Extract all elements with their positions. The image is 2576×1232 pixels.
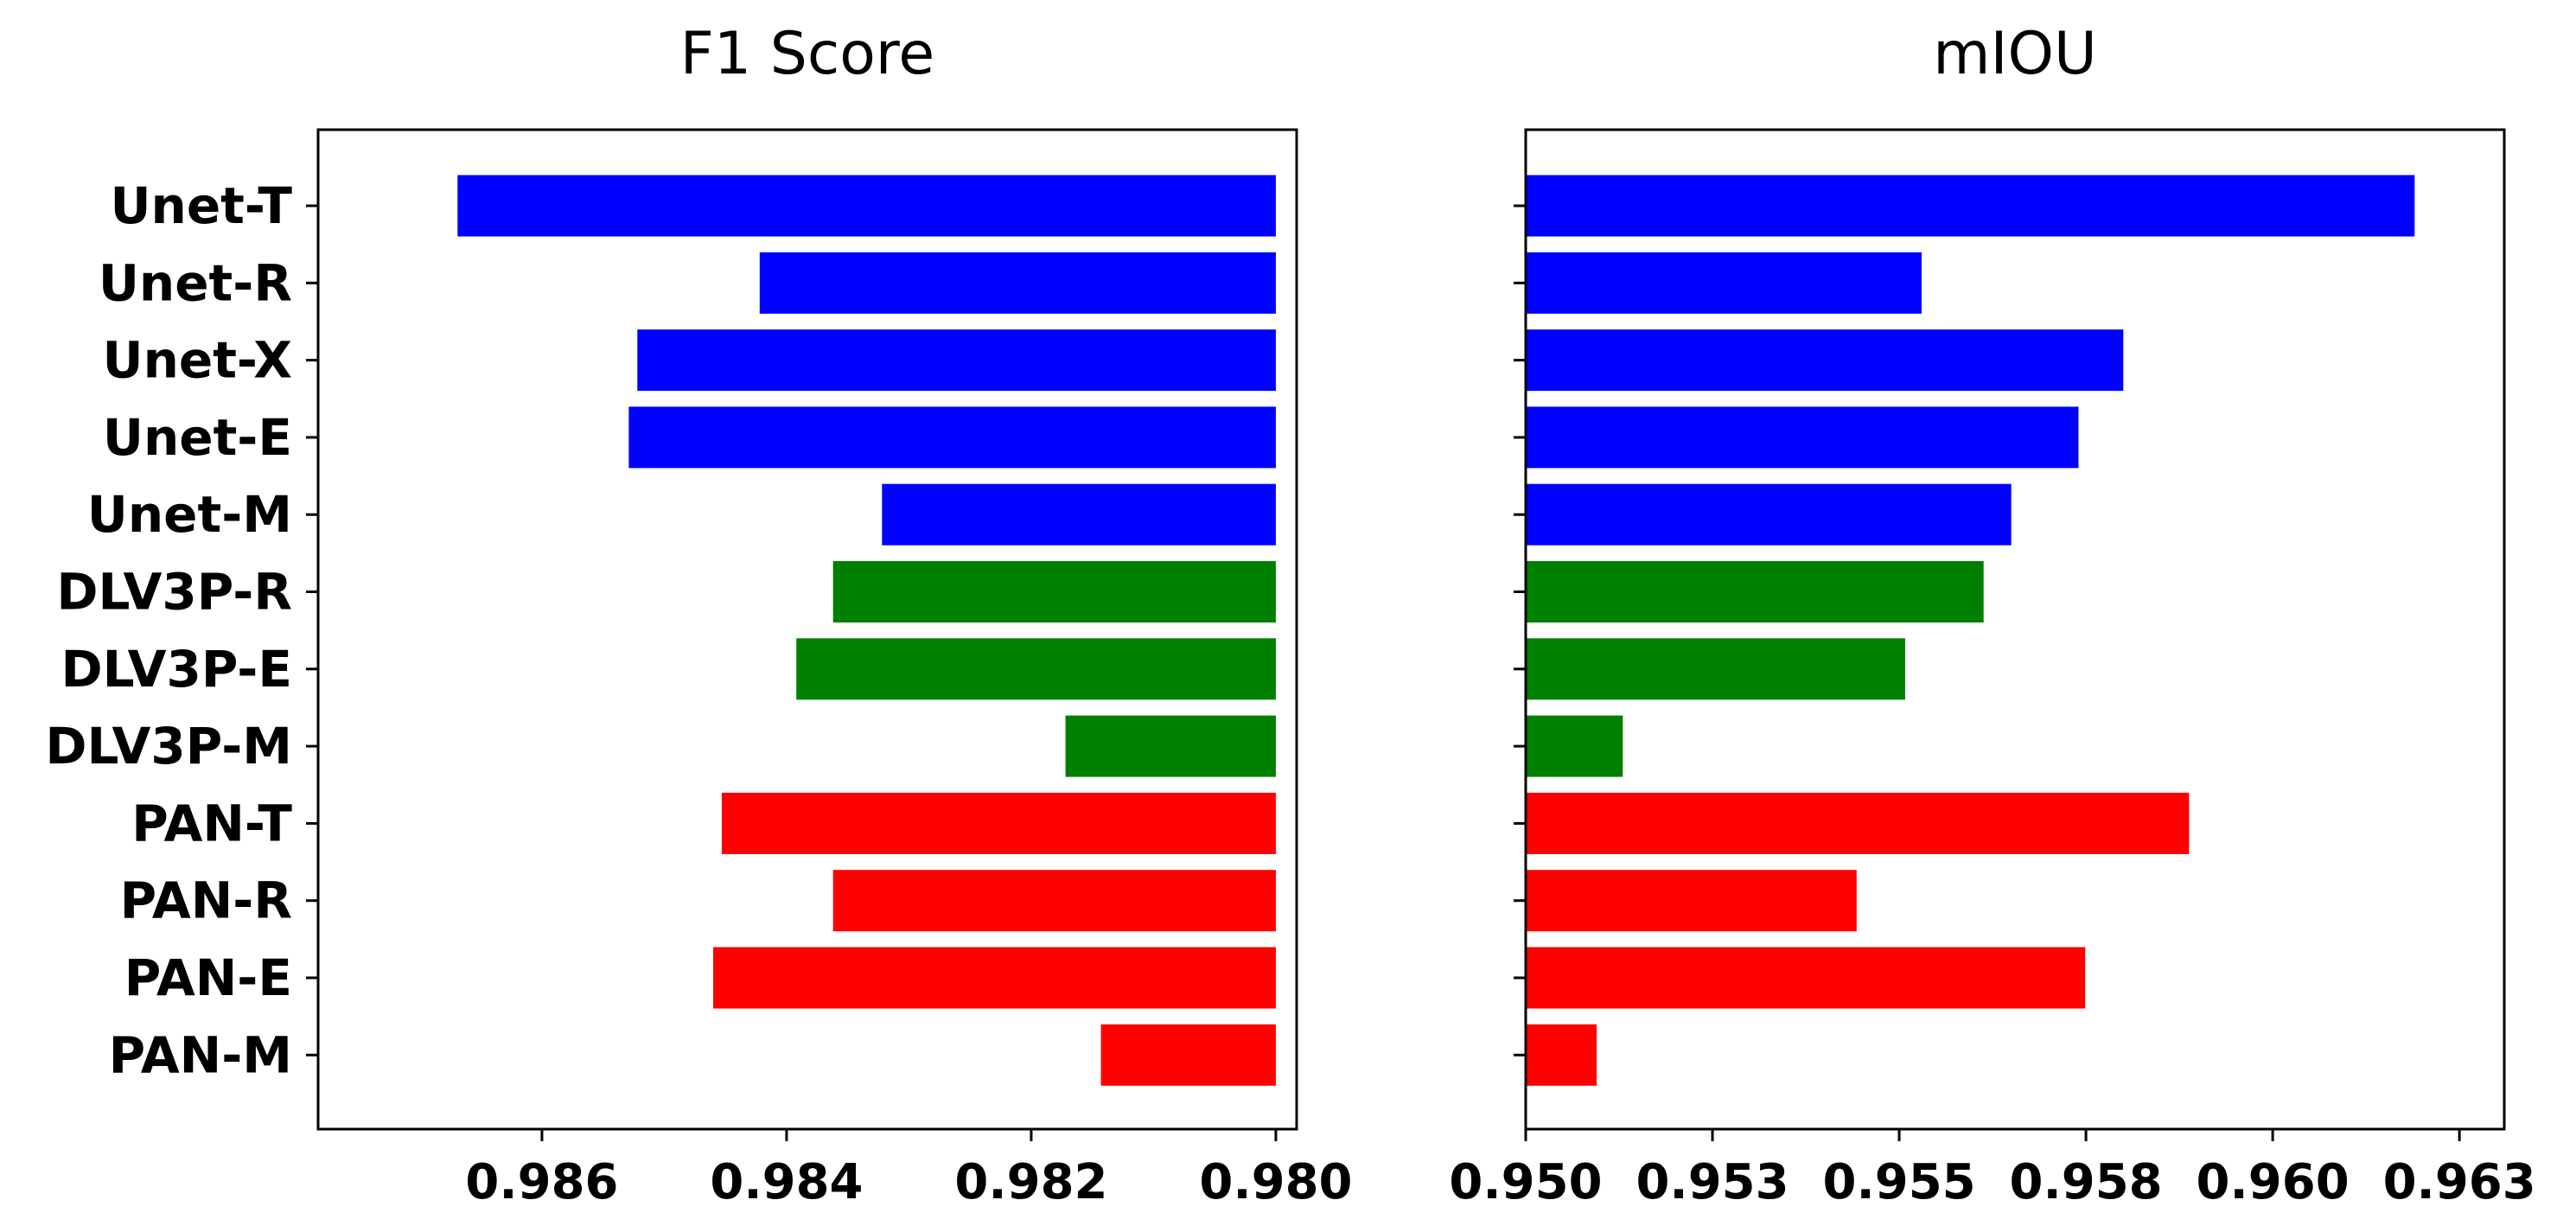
- f1-bar-unet-x: [637, 329, 1276, 392]
- miou-bar-dlv3p-m: [1526, 715, 1623, 777]
- miou-bar-pan-r: [1526, 870, 1857, 932]
- f1-bar-pan-e: [713, 947, 1276, 1009]
- f1-bar-dlv3p-m: [1065, 715, 1276, 777]
- category-label-unet-x: Unet-X: [102, 331, 292, 390]
- category-label-pan-e: PAN-E: [124, 948, 292, 1007]
- f1-score-axes-frame: [316, 128, 1298, 1131]
- f1-xtick-label: 0.980: [1199, 1154, 1352, 1210]
- miou-bar-pan-e: [1526, 947, 2086, 1009]
- miou-xtick-label: 0.950: [1449, 1154, 1602, 1210]
- miou-x-ticks: 0.950 0.953 0.955 0.958 0.960 0.963: [1449, 1129, 2536, 1210]
- category-label-unet-t: Unet-T: [110, 176, 292, 235]
- miou-bar-unet-e: [1526, 406, 2079, 469]
- f1-xtick-label: 0.984: [710, 1154, 863, 1210]
- f1-bar-pan-r: [832, 870, 1276, 932]
- category-label-dlv3p-e: DLV3P-E: [61, 640, 292, 699]
- miou-y-ticks: [1514, 204, 1526, 1056]
- miou-xtick-label: 0.963: [2383, 1154, 2536, 1210]
- miou-xtick-label: 0.955: [1822, 1154, 1975, 1210]
- f1-bar-pan-m: [1100, 1024, 1276, 1086]
- miou-bar-unet-x: [1526, 329, 2124, 392]
- category-label-pan-m: PAN-M: [109, 1025, 292, 1084]
- miou-xtick-label: 0.953: [1636, 1154, 1789, 1210]
- category-label-pan-r: PAN-R: [120, 871, 292, 930]
- f1-bar-pan-t: [721, 792, 1276, 854]
- miou-bars: [1526, 175, 2415, 1086]
- f1-xtick-label: 0.982: [954, 1154, 1107, 1210]
- f1-bar-unet-t: [457, 175, 1276, 237]
- miou-bar-unet-m: [1526, 483, 2012, 546]
- category-label-dlv3p-m: DLV3P-M: [45, 717, 292, 776]
- f1-bar-unet-m: [882, 483, 1276, 546]
- miou-bar-dlv3p-r: [1526, 561, 1984, 622]
- f1-bar-dlv3p-r: [832, 561, 1276, 622]
- miou-title: mIOU: [1933, 20, 2097, 88]
- miou-xtick-label: 0.960: [2197, 1154, 2350, 1210]
- f1-score-panel: F1 Score Unet-T Unet-R Unet-X Unet-E Unet-M D…: [45, 20, 1352, 1210]
- f1-bar-dlv3p-e: [796, 638, 1276, 700]
- miou-bar-dlv3p-e: [1526, 638, 1905, 700]
- f1-xtick-label: 0.986: [465, 1154, 618, 1210]
- f1-bar-unet-e: [628, 406, 1276, 469]
- f1-score-category-labels: Unet-T Unet-R Unet-X Unet-E Unet-M DLV3P-R DLV…: [45, 176, 318, 1084]
- f1-score-title: F1 Score: [680, 20, 934, 88]
- miou-panel: mIOU 0.950 0.953 0.955 0.958 0.960 0.963: [1449, 20, 2535, 1210]
- f1-score-bars: [457, 175, 1276, 1086]
- category-label-pan-t: PAN-T: [131, 794, 292, 852]
- miou-bar-unet-t: [1526, 175, 2415, 237]
- f1-score-x-ticks: 0.986 0.984 0.982 0.980: [465, 1129, 1353, 1210]
- miou-bar-pan-t: [1526, 792, 2190, 854]
- category-label-dlv3p-r: DLV3P-R: [56, 563, 292, 622]
- category-label-unet-m: Unet-M: [87, 485, 292, 544]
- miou-axes-frame: [1524, 128, 2506, 1131]
- miou-xtick-label: 0.958: [2010, 1154, 2163, 1210]
- f1-bar-unet-r: [759, 252, 1276, 314]
- miou-bar-unet-r: [1526, 252, 1922, 314]
- miou-bar-pan-m: [1526, 1024, 1597, 1086]
- category-label-unet-r: Unet-R: [99, 253, 292, 312]
- category-label-unet-e: Unet-E: [103, 408, 292, 467]
